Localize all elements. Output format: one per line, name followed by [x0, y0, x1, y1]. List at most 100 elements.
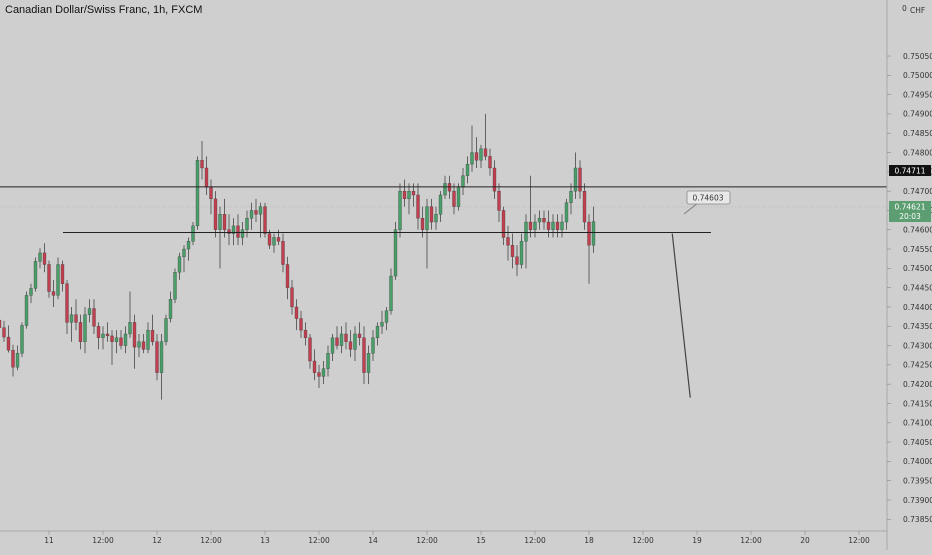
- candle-body: [317, 372, 321, 377]
- y-tick-label: 0.74850: [903, 129, 932, 138]
- candle-body: [528, 221, 533, 230]
- x-tick-label: 12:00: [200, 536, 222, 545]
- x-tick-label: 19: [692, 536, 702, 545]
- y-tick-label: 0.74000: [903, 457, 932, 466]
- candle-body: [303, 329, 308, 338]
- candle-body: [128, 322, 132, 335]
- candle-body: [438, 194, 443, 215]
- candle-body: [402, 190, 407, 200]
- candle-body: [546, 221, 551, 230]
- candle-body: [362, 337, 366, 373]
- candle-body: [582, 190, 587, 223]
- candle-body: [519, 241, 524, 265]
- y-tick-label: 0.74700: [903, 187, 932, 196]
- candle-body: [366, 353, 371, 373]
- candle-body: [182, 248, 186, 257]
- candle-body: [299, 318, 303, 331]
- y-tick-label: 0.73850: [903, 515, 932, 524]
- y-tick-label: 0.74900: [903, 110, 932, 119]
- candle-body: [591, 221, 596, 246]
- candle-body: [501, 210, 506, 238]
- candle-body: [204, 167, 209, 188]
- candle-body: [380, 322, 384, 327]
- callout-box[interactable]: [686, 190, 731, 205]
- candle-countdown-label: 20:03: [899, 212, 921, 221]
- candle-body: [587, 221, 591, 246]
- candle-body: [573, 167, 578, 192]
- candle-body: [173, 272, 177, 300]
- candle-body: [231, 225, 236, 234]
- candle-body: [92, 308, 96, 327]
- candles: [0, 113, 596, 400]
- candle-body: [506, 237, 510, 246]
- y-tick-label: 0.74350: [903, 322, 932, 331]
- candle-body: [155, 341, 159, 373]
- candle-body: [335, 337, 339, 346]
- candle-body: [461, 175, 465, 188]
- candle-body: [87, 308, 92, 315]
- candle-body: [452, 190, 456, 207]
- candle-body: [542, 218, 546, 223]
- candle-body: [330, 337, 335, 354]
- candle-body: [393, 229, 398, 277]
- trend-line[interactable]: [671, 233, 691, 398]
- candle-body: [65, 283, 69, 323]
- candle-body: [15, 353, 20, 368]
- y-tick-label: 0.74800: [903, 148, 932, 157]
- candle-body: [240, 229, 245, 238]
- candle-body: [537, 218, 542, 223]
- candle-body: [123, 333, 128, 346]
- candle-body: [150, 329, 155, 342]
- candle-body: [524, 221, 528, 242]
- candle-body: [42, 252, 47, 265]
- y-tick-label: 0.75050: [903, 52, 932, 61]
- x-tick-label: 12: [152, 536, 162, 545]
- y-tick-label: 0.74500: [903, 264, 932, 273]
- candle-body: [479, 148, 483, 161]
- candle-body: [137, 341, 141, 348]
- candle-body: [411, 190, 416, 196]
- candle-body: [200, 160, 204, 169]
- current-price-tag: [889, 201, 931, 222]
- candle-body: [78, 322, 83, 342]
- candle-body: [249, 210, 254, 219]
- callout-pointer: [683, 202, 699, 215]
- candle-body: [497, 190, 501, 211]
- candle-body: [285, 264, 290, 288]
- candle-body: [407, 190, 411, 200]
- candle-body: [420, 218, 425, 230]
- x-tick-label: 12:00: [740, 536, 762, 545]
- candle-body: [60, 264, 65, 284]
- candle-body: [294, 306, 299, 319]
- candle-body: [357, 333, 362, 338]
- y-tick-label: 0.73950: [903, 476, 932, 485]
- candle-body: [470, 152, 474, 165]
- callout-label: 0.74603: [692, 194, 723, 203]
- y-tick-label: 0.74200: [903, 380, 932, 389]
- candle-body: [236, 225, 240, 238]
- candle-body: [344, 333, 348, 342]
- candle-body: [272, 237, 276, 246]
- candle-body: [578, 167, 582, 192]
- candle-body: [168, 299, 173, 319]
- candle-body: [74, 314, 78, 323]
- candle-body: [371, 337, 375, 354]
- candle-body: [110, 335, 114, 342]
- candle-body: [164, 318, 168, 342]
- candle-body: [132, 322, 137, 348]
- x-tick-label: 13: [260, 536, 270, 545]
- candle-body: [218, 214, 222, 230]
- candle-body: [290, 287, 294, 308]
- candle-body: [11, 350, 15, 368]
- y-tick-label: 0.74100: [903, 419, 932, 428]
- y-tick-label: 0.74150: [903, 399, 932, 408]
- candle-body: [254, 210, 258, 215]
- candle-body: [569, 190, 573, 203]
- chart-title: Canadian Dollar/Swiss Franc, 1h, FXCM: [5, 4, 203, 16]
- candle-body: [443, 183, 447, 196]
- candle-body: [510, 245, 515, 257]
- candle-body: [515, 256, 519, 265]
- candle-body: [146, 329, 150, 350]
